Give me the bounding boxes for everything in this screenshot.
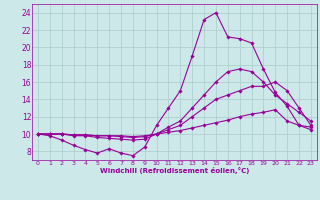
X-axis label: Windchill (Refroidissement éolien,°C): Windchill (Refroidissement éolien,°C) — [100, 167, 249, 174]
